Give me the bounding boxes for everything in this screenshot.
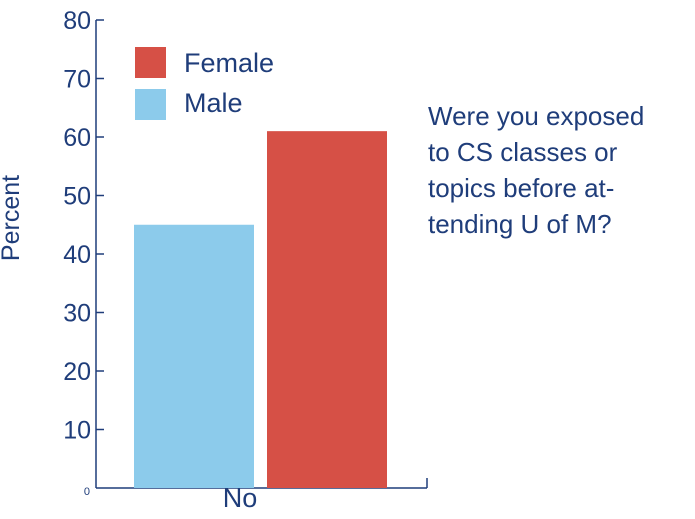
legend-swatch-male: [135, 89, 166, 120]
y-tick-label: 50: [63, 183, 91, 211]
y-tick-label: 10: [63, 417, 91, 445]
annotation-line-4: tending U of M?: [428, 209, 612, 239]
y-tick-label: 40: [63, 241, 91, 269]
y-axis: 0 10 20 30 40 50 60 70 80: [63, 7, 104, 498]
bar-female: [267, 131, 387, 488]
y-tick-label: 0: [84, 486, 90, 498]
legend-label-female: Female: [184, 48, 274, 78]
question-annotation: Were you exposed to CS classes or topics…: [428, 98, 690, 242]
y-tick-label: 70: [63, 66, 91, 94]
legend-label-male: Male: [184, 88, 243, 118]
category-label-no: No: [223, 483, 258, 513]
bars: [134, 131, 387, 488]
y-tick-label: 60: [63, 124, 91, 152]
legend: Female Male: [135, 47, 274, 120]
y-tick-label: 20: [63, 358, 91, 386]
legend-swatch-female: [135, 47, 166, 78]
annotation-line-1: Were you exposed: [428, 101, 645, 131]
y-tick-label: 80: [63, 7, 91, 35]
y-axis-label: Percent: [0, 175, 25, 261]
annotation-line-2: to CS classes or: [428, 137, 618, 167]
annotation-line-3: topics before at-: [428, 173, 615, 203]
bar-male: [134, 224, 254, 488]
y-tick-label: 30: [63, 300, 91, 328]
